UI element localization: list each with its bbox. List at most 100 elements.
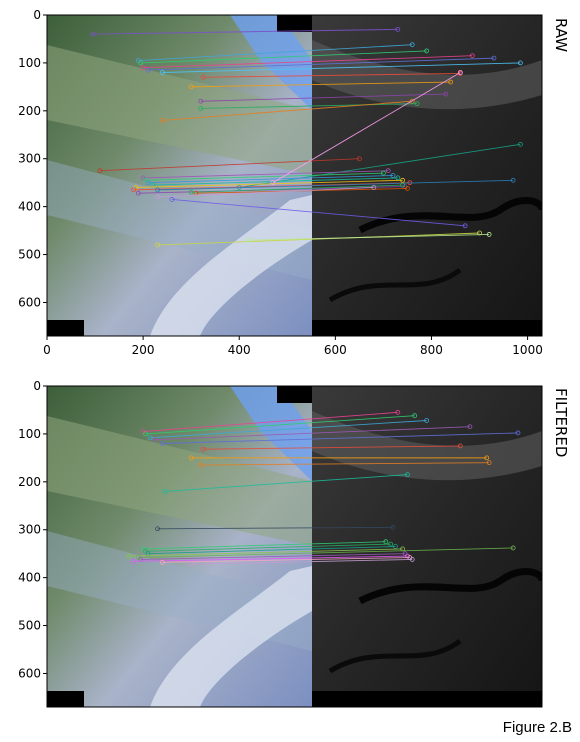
filtered-keypoint [140, 429, 146, 434]
panel-filtered: 0 100 200 300 400 500 600 FILTERED [18, 379, 570, 708]
raw-match-line [200, 93, 446, 102]
raw-keypoint [462, 223, 468, 229]
filtered-keypoint [159, 559, 165, 565]
filtered-y-tick-label: 300 [18, 523, 41, 537]
raw-match-line [248, 233, 490, 241]
raw-keypoint [188, 84, 194, 90]
raw-keypoint [143, 177, 148, 183]
raw-match-line [157, 179, 514, 191]
filtered-keypoint [162, 489, 168, 494]
raw-keypoint [371, 185, 377, 190]
filtered-y-tick-label: 200 [18, 475, 41, 489]
raw-keypoint [198, 106, 204, 111]
raw-keypoint [90, 31, 96, 37]
raw-keypoint [169, 197, 175, 202]
raw-keypoint [135, 58, 141, 63]
raw-keypoint [145, 67, 151, 73]
filtered-match-line [145, 543, 391, 552]
filtered-match-line [143, 541, 386, 550]
filtered-keypoint [155, 526, 160, 532]
raw-y-tick-label: 0 [33, 8, 41, 22]
filtered-panel-label: FILTERED [552, 388, 570, 457]
raw-panel-label: RAW [552, 18, 570, 52]
raw-keypoint [385, 168, 391, 174]
raw-keypoint [270, 180, 276, 186]
filtered-y-tick-label: 500 [18, 619, 41, 633]
filtered-keypoint [484, 455, 490, 461]
raw-keypoint [405, 186, 410, 191]
raw-keypoint [200, 74, 206, 80]
raw-y-axis: 0 100 200 300 400 500 600 [18, 8, 47, 309]
raw-keypoint [246, 237, 252, 243]
filtered-match-line [157, 526, 394, 530]
filtered-match-line [200, 462, 490, 466]
raw-match-line [99, 158, 360, 172]
filtered-keypoint [515, 430, 521, 436]
raw-match-line [147, 57, 494, 71]
filtered-keypoint [467, 424, 473, 430]
raw-match-line [138, 44, 413, 61]
raw-match-line [92, 28, 398, 35]
filtered-y-axis: 0 100 200 300 400 500 600 [18, 379, 47, 680]
raw-keypoint [198, 98, 204, 104]
filtered-match-line [128, 548, 403, 557]
raw-keypoint [138, 60, 144, 66]
raw-keypoint [400, 177, 406, 183]
raw-y-tick-label: 200 [18, 104, 41, 118]
raw-keypoint [381, 170, 386, 176]
raw-match-line [162, 62, 521, 73]
raw-x-tick-label: 0 [43, 343, 51, 357]
raw-match-line [191, 184, 403, 193]
raw-keypoint [155, 194, 160, 200]
raw-keypoint [188, 189, 194, 195]
filtered-y-tick-label: 400 [18, 571, 41, 585]
filtered-keypoint [395, 409, 401, 415]
filtered-keypoint [405, 472, 410, 478]
raw-keypoint [400, 182, 406, 188]
raw-match-line [272, 72, 461, 184]
raw-match-line [157, 187, 374, 198]
raw-keypoint [356, 156, 362, 162]
raw-keypoint [457, 70, 463, 75]
filtered-match-line [138, 547, 514, 558]
raw-keypoint [97, 168, 103, 174]
raw-keypoint [443, 91, 449, 97]
filtered-keypoint [188, 561, 194, 567]
raw-match-line [145, 172, 384, 181]
filtered-keypoint [412, 413, 418, 419]
filtered-keypoint [383, 539, 389, 545]
raw-match-line [239, 143, 521, 188]
filtered-match-line [162, 557, 410, 563]
filtered-keypoint [131, 558, 136, 564]
raw-keypoint [395, 26, 401, 32]
filtered-keypoint [510, 545, 516, 551]
filtered-match-line [147, 546, 396, 555]
raw-keypoint [424, 48, 430, 54]
raw-x-tick-label: 800 [420, 343, 443, 357]
filtered-keypoint [388, 541, 394, 547]
raw-keypoint [510, 177, 516, 183]
raw-keypoint [140, 175, 146, 181]
raw-keypoint [131, 187, 136, 193]
raw-axes-frame [46, 14, 543, 337]
filtered-keypoint [152, 437, 158, 443]
raw-keypoint [491, 55, 497, 61]
filtered-match-line [150, 420, 427, 439]
raw-y-tick-label: 100 [18, 56, 41, 70]
raw-y-tick-label: 400 [18, 200, 41, 214]
raw-keypoint [517, 60, 523, 66]
raw-match-lines [90, 26, 523, 248]
filtered-y-tick-label: 0 [33, 379, 41, 393]
raw-match-line [191, 81, 451, 88]
panel-raw: 0 100 200 300 400 500 600 0 200 400 600 800 1000 RA… [18, 8, 570, 357]
raw-x-tick-label: 600 [324, 343, 347, 357]
filtered-keypoint [457, 443, 463, 449]
raw-match-line [140, 50, 427, 64]
filtered-match-line [162, 432, 518, 444]
filtered-match-line [191, 558, 413, 565]
filtered-keypoint [198, 462, 204, 468]
filtered-match-line [164, 474, 408, 492]
filtered-keypoint [486, 460, 492, 466]
filtered-keypoint [147, 435, 153, 441]
raw-keypoint [486, 232, 492, 237]
